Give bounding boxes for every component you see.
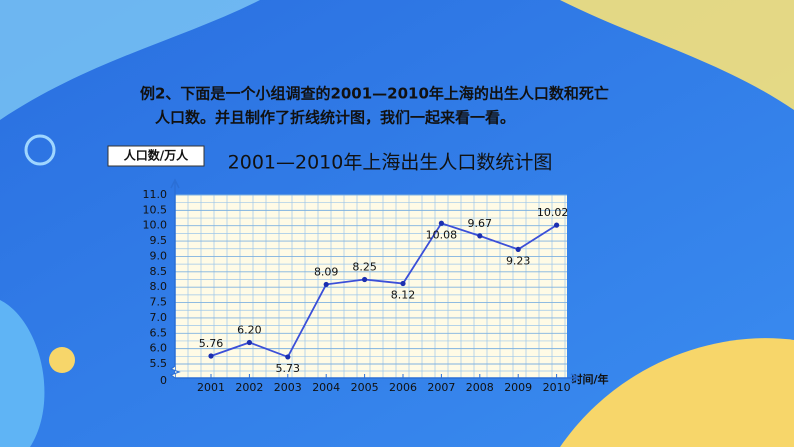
y-tick-label: 7.0 xyxy=(150,311,168,324)
x-tick-label: 2006 xyxy=(389,381,417,394)
y-tick-label: 10.0 xyxy=(143,219,168,232)
x-axis-arrow xyxy=(570,373,581,383)
plot-area xyxy=(175,195,567,378)
y-tick-label: 7.5 xyxy=(150,296,168,309)
x-axis-label: 时间/年 xyxy=(571,372,608,386)
y-tick-label: 9.5 xyxy=(150,234,168,247)
x-tick-label: 2007 xyxy=(427,381,455,394)
y-axis-label: 人口数/万人 xyxy=(124,148,189,163)
decor xyxy=(49,347,75,373)
x-tick-label: 2003 xyxy=(274,381,302,394)
data-label: 5.76 xyxy=(199,337,224,350)
x-tick-label: 2001 xyxy=(197,381,225,394)
data-label: 6.20 xyxy=(237,323,262,336)
x-tick-label: 2009 xyxy=(504,381,532,394)
data-label: 10.08 xyxy=(426,228,458,241)
series-line xyxy=(210,222,558,359)
decor xyxy=(560,0,794,110)
data-label: 9.23 xyxy=(506,254,531,267)
data-label: 9.67 xyxy=(468,217,493,230)
data-point xyxy=(438,220,444,226)
data-label: 8.25 xyxy=(352,261,377,274)
x-tick-label: 2005 xyxy=(351,381,379,394)
y-tick-label: 9.0 xyxy=(150,249,168,262)
decor xyxy=(0,0,260,120)
intro-line: 人口数。并且制作了折线统计图，我们一起来看一看。 xyxy=(155,109,515,127)
decor xyxy=(560,338,794,447)
y-tick-label: 11.0 xyxy=(143,188,168,201)
data-point xyxy=(323,281,329,288)
y-tick-label: 5.5 xyxy=(150,357,168,370)
y-tick-label: 6.5 xyxy=(150,326,168,339)
y-origin-label: 0 xyxy=(160,374,167,387)
data-label: 5.73 xyxy=(276,362,301,375)
y-tick-label: 8.5 xyxy=(150,265,168,278)
y-tick-label: 10.5 xyxy=(143,203,168,216)
decor xyxy=(0,300,45,447)
chart-title: 2001—2010年上海出生人口数统计图 xyxy=(228,152,553,174)
data-label: 10.02 xyxy=(537,206,569,219)
data-point xyxy=(554,222,560,228)
x-tick-label: 2010 xyxy=(543,381,571,394)
data-label: 8.09 xyxy=(314,265,339,278)
x-tick-label: 2004 xyxy=(312,381,340,394)
x-tick-label: 2008 xyxy=(466,381,494,394)
y-tick-label: 8.0 xyxy=(150,280,168,293)
y-axis-arrow xyxy=(170,178,180,189)
x-tick-label: 2002 xyxy=(235,381,263,394)
data-point xyxy=(400,280,406,287)
axis-break xyxy=(169,365,181,379)
data-point xyxy=(362,276,368,283)
data-point xyxy=(515,246,521,252)
intro-line: 例2、下面是一个小组调查的2001—2010年上海的出生人口数和死亡 xyxy=(140,85,609,103)
data-point xyxy=(285,354,291,360)
data-point xyxy=(477,233,483,239)
y-tick-label: 6.0 xyxy=(150,342,168,355)
y-label-box xyxy=(107,145,205,167)
data-point xyxy=(208,353,214,359)
data-label: 8.12 xyxy=(391,288,416,301)
data-point xyxy=(246,339,252,346)
decor xyxy=(24,134,56,166)
